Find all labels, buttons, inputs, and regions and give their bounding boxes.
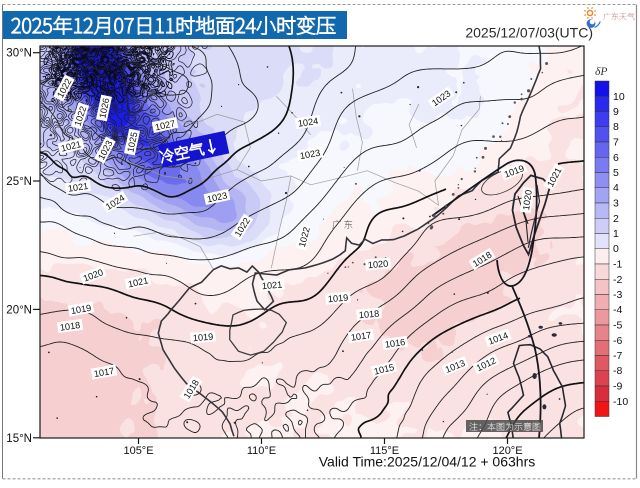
svg-text:25°N: 25°N [6, 176, 32, 188]
svg-text:1016: 1016 [384, 337, 406, 350]
svg-text:1025: 1025 [125, 131, 139, 153]
svg-text:3: 3 [613, 198, 619, 210]
svg-text:110°E: 110°E [247, 445, 276, 457]
svg-text:1021: 1021 [127, 275, 149, 289]
svg-text:2025/12/07/03(UTC): 2025/12/07/03(UTC) [465, 25, 593, 41]
svg-text:-1: -1 [613, 259, 622, 271]
svg-text:Valid Time:2025/12/04/12 + 063: Valid Time:2025/12/04/12 + 063hrs [319, 454, 536, 470]
svg-text:1023: 1023 [299, 148, 321, 161]
svg-text:1021: 1021 [60, 139, 82, 154]
svg-text:-3: -3 [613, 289, 622, 301]
svg-text:-8: -8 [613, 365, 622, 377]
svg-text:1017: 1017 [350, 330, 372, 343]
svg-text:1026: 1026 [97, 97, 111, 119]
svg-text:0: 0 [613, 243, 619, 255]
svg-text:1021: 1021 [67, 181, 89, 194]
svg-text:1: 1 [613, 228, 619, 240]
svg-text:115°E: 115°E [370, 445, 399, 457]
svg-text:1027: 1027 [154, 118, 176, 132]
svg-text:δP: δP [595, 66, 607, 78]
svg-text:1023: 1023 [206, 190, 228, 204]
svg-text:1018: 1018 [59, 320, 81, 333]
svg-text:1024: 1024 [297, 116, 319, 129]
svg-text:9: 9 [613, 106, 619, 118]
svg-text:1021: 1021 [261, 280, 282, 292]
svg-text:15°N: 15°N [6, 433, 32, 445]
svg-text:2: 2 [613, 213, 619, 225]
svg-text:-2: -2 [613, 274, 622, 286]
svg-text:7: 7 [613, 137, 619, 149]
svg-text:-6: -6 [613, 335, 622, 347]
svg-text:30°N: 30°N [6, 48, 32, 60]
svg-text:1017: 1017 [93, 366, 115, 379]
svg-text:1020: 1020 [367, 259, 388, 271]
svg-text:105°E: 105°E [123, 445, 153, 457]
svg-text:6: 6 [613, 152, 619, 164]
svg-text:1015: 1015 [373, 362, 395, 377]
svg-text:1019: 1019 [192, 332, 213, 344]
svg-text:-5: -5 [613, 320, 622, 332]
svg-text:-4: -4 [613, 304, 622, 316]
svg-text:1019: 1019 [70, 303, 92, 316]
svg-text:8: 8 [613, 121, 619, 133]
svg-text:20°N: 20°N [6, 304, 32, 316]
svg-text:-9: -9 [613, 381, 622, 393]
svg-text:1018: 1018 [358, 309, 379, 321]
svg-text:10: 10 [613, 91, 625, 103]
svg-text:1019: 1019 [327, 293, 348, 305]
svg-text:-7: -7 [613, 350, 622, 362]
svg-text:4: 4 [613, 182, 619, 194]
svg-text:120°E: 120°E [492, 445, 522, 457]
svg-text:-10: -10 [613, 396, 628, 408]
svg-text:5: 5 [613, 167, 619, 179]
svg-text:1020: 1020 [521, 189, 534, 211]
